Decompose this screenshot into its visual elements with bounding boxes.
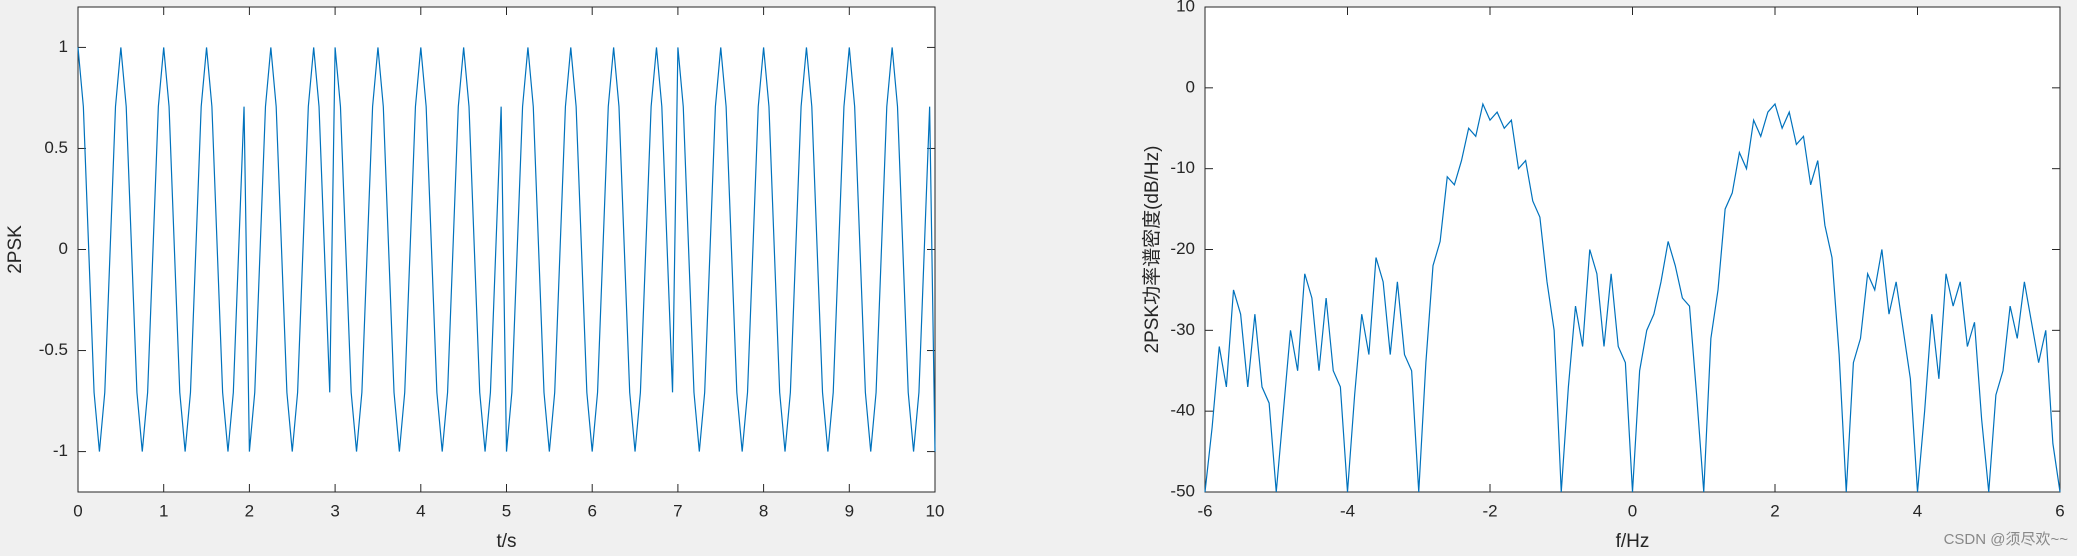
x-tick-label: 2 [1770,501,1779,520]
x-tick-label: 1 [159,501,168,520]
y-tick-label: -50 [1170,481,1195,500]
data-line [1204,102,2061,493]
y-tick-label: -30 [1170,320,1195,339]
y-tick-label: 0.5 [44,138,68,157]
y-tick-label: -0.5 [39,340,68,359]
x-tick-label: 0 [1628,501,1637,520]
x-tick-label: 9 [845,501,854,520]
x-tick-label: 6 [587,501,596,520]
x-tick-label: 8 [759,501,768,520]
x-tick-label: 6 [2055,501,2064,520]
x-tick-label: 10 [926,501,945,520]
data-line [77,47,936,452]
x-tick-label: 2 [245,501,254,520]
y-tick-label: -1 [53,441,68,460]
x-tick-label: 4 [416,501,425,520]
y-axis-label: 2PSK [5,225,26,274]
x-axis-label: t/s [496,531,516,552]
x-tick-label: -2 [1482,501,1497,520]
axes-box [77,6,936,493]
x-tick-label: 5 [502,501,511,520]
x-axis-label: f/Hz [1616,531,1650,552]
x-tick-label: -4 [1340,501,1355,520]
x-tick-label: 3 [330,501,339,520]
x-tick-label: 0 [73,501,82,520]
x-tick-label: 4 [1913,501,1922,520]
axes-box [1204,6,2061,493]
y-tick-label: -10 [1170,158,1195,177]
y-tick-label: 1 [59,37,68,56]
y-tick-label: 10 [1176,0,1195,15]
x-tick-label: -6 [1197,501,1212,520]
y-tick-label: 0 [59,239,68,258]
y-tick-label: 0 [1186,77,1195,96]
x-tick-label: 7 [673,501,682,520]
y-axis-label: 2PSK功率谱密度(dB/Hz) [1141,146,1163,354]
watermark: CSDN @须尽欢~~ [1944,531,2069,548]
y-tick-label: -40 [1170,401,1195,420]
y-tick-label: -20 [1170,239,1195,258]
